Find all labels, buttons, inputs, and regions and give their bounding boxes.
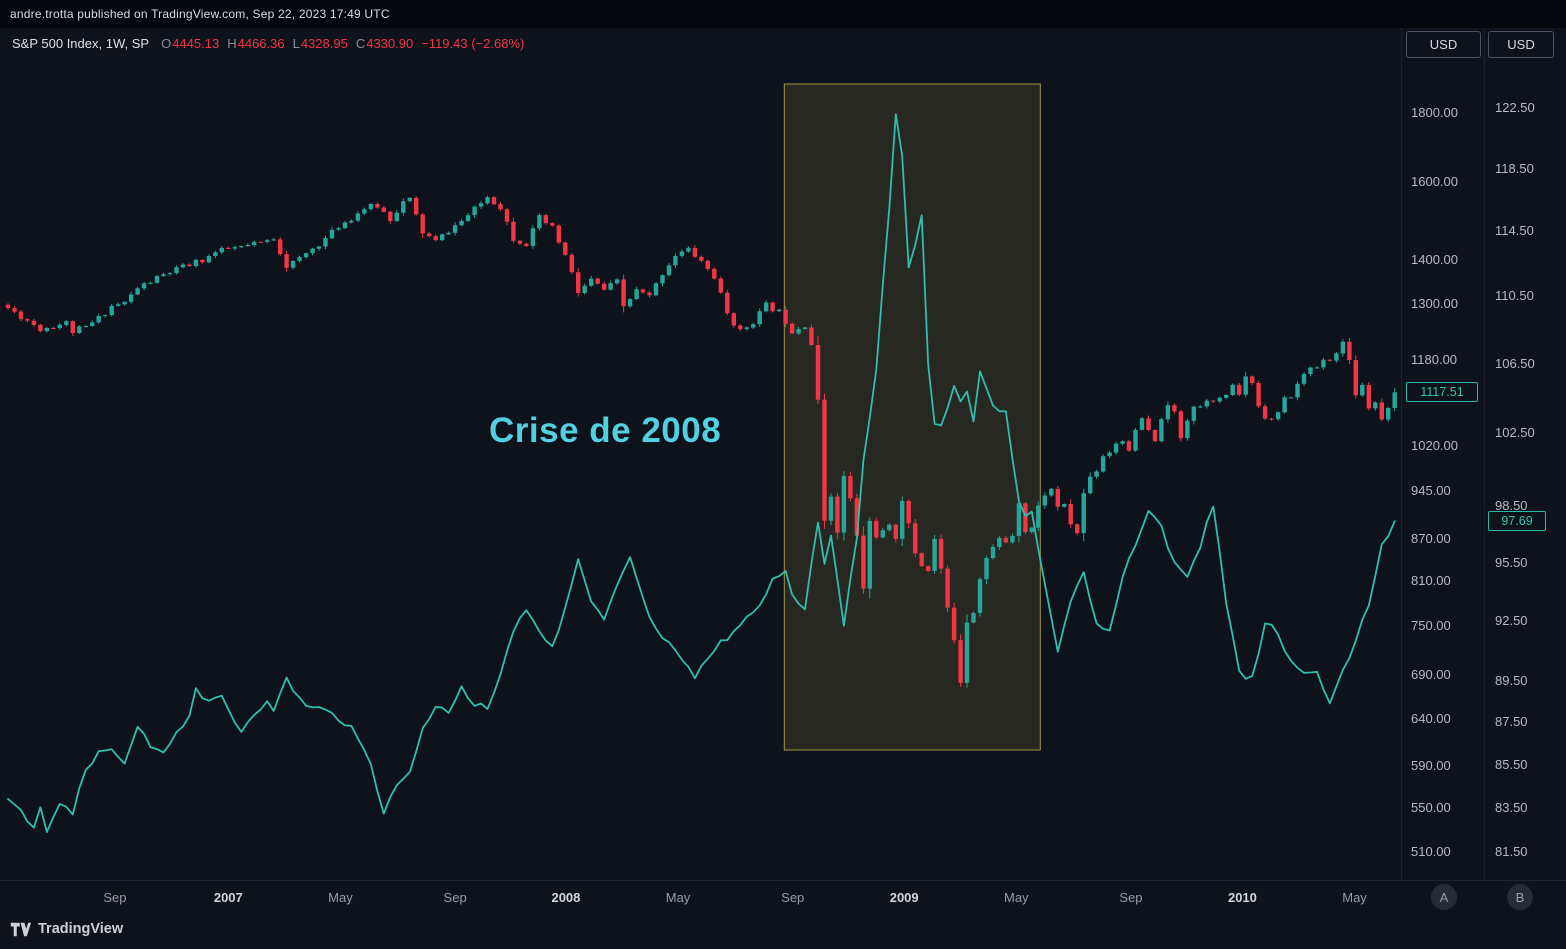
last-price-badge-1: 1117.51 — [1406, 382, 1478, 403]
price-tick: 510.00 — [1411, 843, 1451, 859]
price-tick: 1300.00 — [1411, 295, 1458, 311]
scale-a-button[interactable]: A — [1431, 884, 1457, 910]
time-label: May — [1342, 890, 1367, 905]
time-label: Sep — [443, 890, 467, 905]
publish-banner: andre.trotta published on TradingView.co… — [0, 0, 1566, 28]
tradingview-logo[interactable]: TradingView — [10, 921, 123, 937]
time-label: Sep — [1119, 890, 1143, 905]
last-price-badge-2: 97.69 — [1488, 511, 1546, 532]
currency-button-scale-2[interactable]: USD — [1488, 31, 1554, 58]
price-tick: 1600.00 — [1411, 174, 1458, 189]
change-value: −119.43 (−2.68%) — [421, 36, 525, 51]
price-tick: 122.50 — [1495, 100, 1535, 115]
price-tick: 1800.00 — [1411, 105, 1458, 120]
currency-button-scale-1[interactable]: USD — [1406, 31, 1481, 58]
price-tick: 102.50 — [1495, 425, 1535, 441]
ohlc-open-value: 4445.13 — [172, 36, 220, 51]
ohlc-low-value: 4328.95 — [300, 36, 348, 51]
price-scale-2[interactable]: 97.69 122.50 118.50 114.50 110.50 106.50 102.… — [1484, 28, 1566, 880]
price-tick: 640.00 — [1411, 710, 1451, 726]
price-tick: 810.00 — [1411, 572, 1451, 588]
ohlc-low-label: L — [292, 36, 300, 51]
ohlc-close-value: 4330.90 — [366, 36, 414, 51]
price-tick: 83.50 — [1495, 799, 1528, 815]
time-label: Sep — [103, 890, 127, 905]
time-label: May — [328, 890, 353, 905]
price-tick: 95.50 — [1495, 554, 1528, 570]
time-label: May — [1004, 890, 1029, 905]
chart-legend: S&P 500 Index, 1W, SP O4445.13 H4466.36 L43… — [12, 36, 524, 51]
price-tick: 1180.00 — [1411, 352, 1458, 368]
price-tick: 870.00 — [1411, 530, 1451, 546]
price-tick: 118.50 — [1495, 160, 1534, 176]
price-tick: 1400.00 — [1411, 252, 1458, 268]
price-tick: 92.50 — [1495, 612, 1528, 628]
price-scale-1[interactable]: 1117.51 1800.00 1600.00 1400.00 1300.00 1180… — [1401, 28, 1484, 880]
scale-b-button[interactable]: B — [1507, 884, 1533, 910]
time-label: 2007 — [213, 890, 243, 905]
time-label: 2009 — [889, 890, 919, 905]
price-tick: 750.00 — [1411, 617, 1451, 633]
price-tick: 114.50 — [1495, 223, 1534, 239]
time-label: 2010 — [1227, 890, 1257, 905]
price-tick: 81.50 — [1495, 844, 1528, 860]
price-tick: 106.50 — [1495, 355, 1535, 371]
ohlc-high-value: 4466.36 — [237, 36, 285, 51]
price-tick: 590.00 — [1411, 758, 1451, 774]
price-tick: 87.50 — [1495, 714, 1528, 730]
time-label: Sep — [781, 890, 805, 905]
time-label: May — [665, 890, 691, 905]
time-label: 2008 — [551, 890, 581, 905]
symbol-title[interactable]: S&P 500 Index, 1W, SP — [12, 36, 150, 51]
time-axis[interactable]: A B Sep 2007 May Sep 2008 May Sep 2009 May Sep 201… — [0, 880, 1566, 922]
price-tick: 1020.00 — [1411, 437, 1458, 453]
ohlc-high-label: H — [227, 36, 237, 51]
ohlc-open-label: O — [161, 36, 172, 51]
annotation-crise-2008[interactable]: Crise de 2008 — [489, 411, 722, 450]
price-tick: 89.50 — [1495, 673, 1528, 689]
tradingview-logo-icon — [10, 922, 31, 936]
price-tick: 85.50 — [1495, 756, 1528, 772]
tradingview-logo-text: TradingView — [38, 921, 124, 937]
price-tick: 945.00 — [1411, 482, 1451, 498]
ohlc-close-label: C — [355, 36, 366, 51]
price-tick: 110.50 — [1495, 288, 1534, 304]
price-tick: 98.50 — [1495, 498, 1528, 514]
price-tick: 690.00 — [1411, 666, 1451, 682]
price-tick: 550.00 — [1411, 799, 1451, 815]
